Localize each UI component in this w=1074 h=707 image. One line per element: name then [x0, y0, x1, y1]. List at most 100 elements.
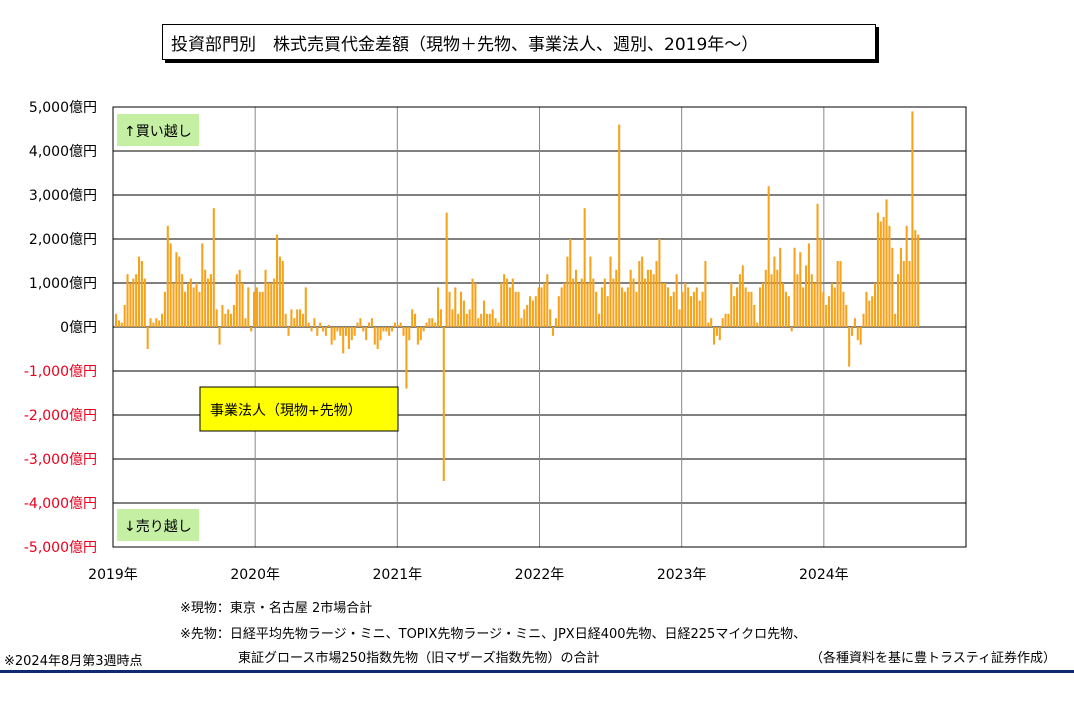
bar	[876, 212, 879, 327]
chart-title: 投資部門別 株式売買代金差額（現物＋先物、事業法人、週別、2019年～）	[162, 24, 876, 60]
bar	[761, 283, 764, 327]
bar	[376, 327, 379, 349]
bar	[649, 269, 652, 327]
bar	[882, 217, 885, 327]
bar	[646, 269, 649, 327]
bar	[250, 327, 253, 332]
chart-title-text: 投資部門別 株式売買代金差額（現物＋先物、事業法人、週別、2019年～）	[171, 34, 759, 55]
bar	[744, 287, 747, 327]
bar	[362, 327, 365, 332]
bar	[546, 274, 549, 327]
bar	[399, 322, 402, 327]
bar	[856, 327, 859, 341]
bar	[307, 322, 310, 327]
bar	[189, 278, 192, 327]
bar	[365, 327, 368, 341]
bar	[241, 283, 244, 327]
bar	[163, 291, 166, 327]
bar	[805, 265, 808, 327]
bar	[641, 256, 644, 327]
bar	[129, 283, 132, 327]
bar	[862, 313, 865, 327]
bar	[885, 199, 888, 327]
bar	[672, 291, 675, 327]
bar	[632, 278, 635, 327]
bar	[842, 291, 845, 327]
bar	[166, 225, 169, 327]
bar	[543, 283, 546, 327]
bar	[572, 278, 575, 327]
bar	[859, 327, 862, 345]
series-legend-label: 事業法人（現物+先物）	[210, 403, 362, 419]
bar	[621, 287, 624, 327]
bar	[813, 283, 816, 327]
note-source: （各種資料を基に豊トラスティ証券作成）	[810, 651, 1056, 666]
bar	[253, 291, 256, 327]
bar	[790, 327, 793, 332]
bottom-divider	[0, 670, 1074, 673]
bar	[462, 300, 465, 327]
bar	[281, 261, 284, 327]
bar	[186, 283, 189, 327]
bar	[736, 287, 739, 327]
bar	[810, 274, 813, 327]
bar	[853, 318, 856, 327]
bar	[816, 203, 819, 327]
bar	[526, 305, 529, 327]
bars	[115, 111, 920, 481]
bar	[192, 287, 195, 327]
bar	[146, 327, 149, 349]
bar	[347, 327, 350, 349]
bar	[319, 322, 322, 327]
bar	[704, 261, 707, 327]
bar	[911, 111, 914, 328]
bar	[580, 278, 583, 327]
bar	[802, 287, 805, 327]
bar	[425, 322, 428, 327]
bar	[902, 261, 905, 327]
bar	[759, 287, 762, 327]
bar	[658, 239, 661, 327]
bar	[336, 327, 339, 332]
bar	[445, 212, 448, 327]
bar	[557, 296, 560, 327]
bar	[115, 313, 118, 327]
bar	[615, 269, 618, 327]
bar	[753, 305, 756, 327]
bar	[405, 327, 408, 389]
bar	[560, 287, 563, 327]
bar	[603, 278, 606, 327]
bar	[310, 327, 313, 332]
bar	[782, 283, 785, 327]
bar	[370, 318, 373, 327]
bar	[552, 327, 555, 336]
bar	[865, 291, 868, 327]
bar	[132, 278, 135, 327]
bar	[589, 256, 592, 327]
bar	[540, 287, 543, 327]
bar	[511, 278, 514, 327]
bar	[120, 322, 123, 327]
bar	[793, 247, 796, 327]
bar	[437, 287, 440, 327]
bar	[416, 327, 419, 345]
bar	[669, 296, 672, 327]
bar	[422, 327, 425, 332]
bar	[690, 296, 693, 327]
bar	[497, 322, 500, 327]
bar	[264, 269, 267, 327]
bar	[155, 318, 158, 327]
bar	[741, 265, 744, 327]
bar	[756, 322, 759, 327]
bar	[848, 327, 851, 367]
note-sakimono-2: 東証グロース市場250指数先物（旧マザーズ指数先物）の合計	[238, 651, 600, 666]
bar	[494, 318, 497, 327]
bar	[451, 309, 454, 327]
bar	[612, 278, 615, 327]
bar	[408, 327, 411, 341]
bar	[577, 283, 580, 327]
series-legend-box	[199, 386, 399, 432]
bar	[480, 313, 483, 327]
bar	[468, 309, 471, 327]
bar	[304, 287, 307, 327]
